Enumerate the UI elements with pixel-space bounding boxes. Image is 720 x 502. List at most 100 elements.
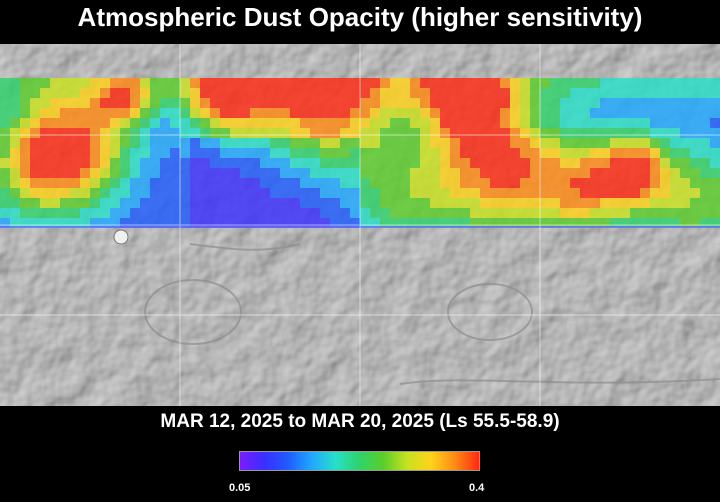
opacity-cell	[660, 118, 670, 128]
opacity-cell	[30, 88, 40, 98]
opacity-cell	[450, 128, 460, 138]
opacity-cell	[710, 98, 720, 108]
opacity-cell	[710, 168, 720, 178]
opacity-cell	[670, 88, 680, 98]
opacity-cell	[370, 108, 380, 118]
opacity-cell	[440, 218, 450, 228]
opacity-cell	[560, 108, 570, 118]
opacity-cell	[680, 98, 690, 108]
opacity-cell	[570, 78, 580, 88]
opacity-cell	[680, 148, 690, 158]
opacity-cell	[160, 208, 170, 218]
opacity-cell	[160, 78, 170, 88]
opacity-cell	[10, 158, 20, 168]
opacity-cell	[260, 208, 270, 218]
opacity-cell	[160, 158, 170, 168]
opacity-cell	[300, 158, 310, 168]
opacity-cell	[560, 218, 570, 228]
opacity-cell	[210, 138, 220, 148]
opacity-cell	[490, 208, 500, 218]
opacity-cell	[570, 218, 580, 228]
opacity-cell	[220, 218, 230, 228]
opacity-cell	[300, 198, 310, 208]
opacity-cell	[40, 158, 50, 168]
opacity-cell	[550, 208, 560, 218]
opacity-cell	[250, 198, 260, 208]
opacity-cell	[110, 218, 120, 228]
opacity-cell	[470, 168, 480, 178]
opacity-cell	[360, 178, 370, 188]
opacity-cell	[410, 138, 420, 148]
opacity-cell	[430, 128, 440, 138]
opacity-cell	[670, 188, 680, 198]
opacity-cell	[570, 148, 580, 158]
opacity-cell	[630, 148, 640, 158]
opacity-cell	[620, 148, 630, 158]
opacity-cell	[10, 108, 20, 118]
opacity-cell	[230, 138, 240, 148]
opacity-cell	[670, 218, 680, 228]
opacity-cell	[320, 198, 330, 208]
opacity-cell	[350, 98, 360, 108]
opacity-cell	[540, 188, 550, 198]
opacity-cell	[250, 158, 260, 168]
opacity-cell	[30, 218, 40, 228]
opacity-cell	[360, 138, 370, 148]
opacity-cell	[10, 138, 20, 148]
opacity-cell	[190, 158, 200, 168]
opacity-cell	[680, 88, 690, 98]
opacity-cell	[530, 178, 540, 188]
opacity-cell	[370, 78, 380, 88]
opacity-cell	[280, 158, 290, 168]
opacity-cell	[620, 198, 630, 208]
opacity-cell	[690, 148, 700, 158]
opacity-cell	[650, 108, 660, 118]
opacity-cell	[690, 128, 700, 138]
opacity-cell	[370, 178, 380, 188]
opacity-cell	[550, 78, 560, 88]
opacity-cell	[300, 178, 310, 188]
opacity-cell	[610, 148, 620, 158]
opacity-cell	[310, 98, 320, 108]
opacity-cell	[210, 208, 220, 218]
opacity-cell	[200, 168, 210, 178]
opacity-cell	[470, 78, 480, 88]
opacity-cell	[540, 138, 550, 148]
opacity-cell	[160, 118, 170, 128]
opacity-cell	[250, 168, 260, 178]
opacity-cell	[230, 218, 240, 228]
opacity-cell	[50, 218, 60, 228]
opacity-cell	[270, 78, 280, 88]
opacity-cell	[380, 208, 390, 218]
opacity-cell	[120, 118, 130, 128]
opacity-cell	[30, 118, 40, 128]
opacity-cell	[190, 118, 200, 128]
opacity-cell	[200, 128, 210, 138]
opacity-cell	[60, 208, 70, 218]
opacity-cell	[550, 98, 560, 108]
opacity-cell	[200, 218, 210, 228]
opacity-cell	[390, 88, 400, 98]
opacity-cell	[350, 168, 360, 178]
opacity-cell	[390, 188, 400, 198]
opacity-cell	[490, 198, 500, 208]
opacity-cell	[330, 128, 340, 138]
opacity-cell	[170, 78, 180, 88]
opacity-cell	[80, 168, 90, 178]
opacity-cell	[380, 138, 390, 148]
opacity-cell	[20, 118, 30, 128]
opacity-cell	[620, 98, 630, 108]
opacity-cell	[130, 218, 140, 228]
opacity-cell	[310, 108, 320, 118]
opacity-cell	[290, 98, 300, 108]
opacity-cell	[100, 78, 110, 88]
opacity-cell	[660, 138, 670, 148]
opacity-cell	[650, 78, 660, 88]
opacity-cell	[190, 138, 200, 148]
opacity-cell	[690, 178, 700, 188]
opacity-cell	[140, 188, 150, 198]
opacity-cell	[510, 208, 520, 218]
opacity-cell	[40, 168, 50, 178]
opacity-cell	[460, 128, 470, 138]
opacity-cell	[130, 98, 140, 108]
